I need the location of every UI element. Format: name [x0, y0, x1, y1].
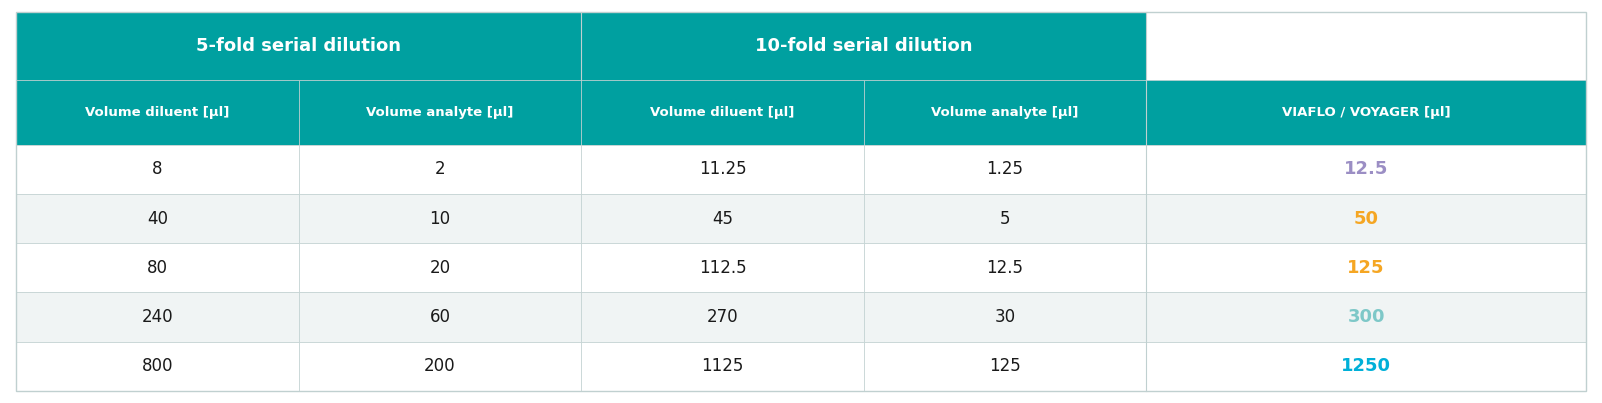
Text: 12.5: 12.5 [987, 259, 1024, 277]
Text: 112.5: 112.5 [698, 259, 747, 277]
Text: Volume analyte [µl]: Volume analyte [µl] [931, 106, 1078, 119]
Text: 80: 80 [147, 259, 168, 277]
Bar [16, 194, 298, 243]
Text: 1.25: 1.25 [987, 160, 1024, 178]
Bar [582, 12, 1147, 80]
Bar [16, 80, 298, 145]
Bar [1147, 12, 1586, 80]
Text: 1125: 1125 [702, 357, 743, 375]
Text: 45: 45 [711, 210, 734, 228]
Bar [1147, 80, 1586, 145]
Bar [298, 342, 582, 391]
Text: 240: 240 [141, 308, 173, 326]
Text: Volume diluent [µl]: Volume diluent [µl] [650, 106, 795, 119]
Bar [863, 293, 1147, 342]
Text: 50: 50 [1354, 210, 1379, 228]
Text: 800: 800 [141, 357, 173, 375]
Bar [16, 243, 298, 293]
Text: 5: 5 [1000, 210, 1011, 228]
Bar [1147, 243, 1586, 293]
Text: 300: 300 [1347, 308, 1386, 326]
Text: 40: 40 [147, 210, 168, 228]
Bar [863, 80, 1147, 145]
Text: 11.25: 11.25 [698, 160, 747, 178]
Text: 30: 30 [995, 308, 1016, 326]
Text: 60: 60 [429, 308, 450, 326]
Bar [582, 80, 863, 145]
Bar [863, 145, 1147, 194]
Bar [582, 293, 863, 342]
Bar [863, 243, 1147, 293]
Bar [298, 293, 582, 342]
Text: 10: 10 [429, 210, 450, 228]
Bar [863, 194, 1147, 243]
Bar [298, 243, 582, 293]
Text: VIAFLO / VOYAGER [µl]: VIAFLO / VOYAGER [µl] [1282, 106, 1450, 119]
Text: 20: 20 [429, 259, 450, 277]
Bar [298, 145, 582, 194]
Text: Volume diluent [µl]: Volume diluent [µl] [85, 106, 229, 119]
Bar [582, 194, 863, 243]
Bar [16, 293, 298, 342]
Bar [582, 342, 863, 391]
Text: 1250: 1250 [1341, 357, 1391, 375]
Bar [582, 243, 863, 293]
Bar [298, 80, 582, 145]
Text: 200: 200 [425, 357, 455, 375]
Bar [863, 342, 1147, 391]
Bar [298, 194, 582, 243]
Bar [582, 145, 863, 194]
Bar [1147, 293, 1586, 342]
Bar [1147, 194, 1586, 243]
Text: 125: 125 [1347, 259, 1386, 277]
Text: 2: 2 [434, 160, 445, 178]
Text: 12.5: 12.5 [1344, 160, 1389, 178]
Bar [16, 12, 582, 80]
Bar [16, 145, 298, 194]
Bar [1147, 342, 1586, 391]
Text: 270: 270 [706, 308, 739, 326]
Text: 125: 125 [988, 357, 1020, 375]
Bar [1147, 145, 1586, 194]
Text: 8: 8 [152, 160, 162, 178]
Text: Volume analyte [µl]: Volume analyte [µl] [367, 106, 514, 119]
Text: 5-fold serial dilution: 5-fold serial dilution [195, 37, 400, 55]
Bar [16, 342, 298, 391]
Text: 10-fold serial dilution: 10-fold serial dilution [755, 37, 972, 55]
